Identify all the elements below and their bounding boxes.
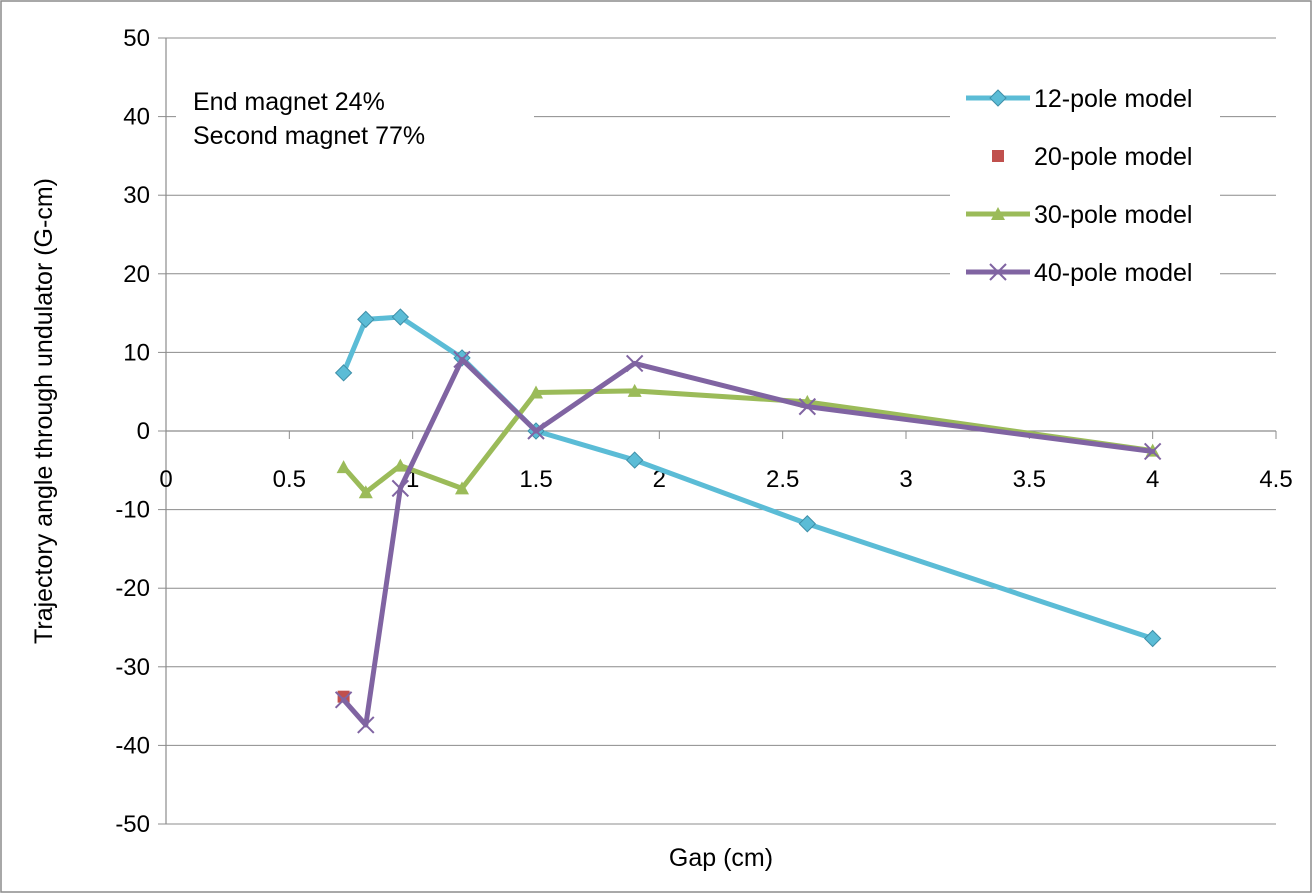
x-tick-label: 3 [899, 466, 912, 493]
x-tick-label: 2.5 [766, 466, 799, 493]
x-axis-title: Gap (cm) [669, 844, 773, 872]
y-axis-title: Trajectory angle through undulator (G-cm… [30, 178, 58, 644]
data-point [455, 481, 469, 495]
data-point [453, 350, 471, 369]
y-tick-label: -50 [115, 811, 150, 838]
y-tick-label: 10 [123, 339, 150, 366]
data-point-stroke [357, 716, 375, 734]
data-point [527, 422, 545, 440]
data-point [798, 515, 817, 533]
x-tick-label: 4.5 [1259, 466, 1292, 493]
data-point [393, 458, 408, 472]
legend-marker [989, 89, 1007, 107]
legend-label: 12-pole model [1034, 85, 1192, 113]
y-tick-label: 20 [123, 261, 150, 288]
data-point [625, 354, 644, 373]
legend-item: 12-pole model [966, 85, 1192, 113]
data-point [798, 397, 817, 416]
legend-label: 20-pole model [1034, 143, 1192, 171]
data-point [529, 385, 543, 399]
data-point [1143, 629, 1162, 648]
legend-item: 20-pole model [992, 143, 1192, 171]
data-point [391, 479, 410, 498]
data-point-stroke [334, 691, 353, 709]
y-tick-label: 50 [123, 25, 150, 52]
legend: 12-pole model 20-pole model 30-pole model 4… [950, 70, 1220, 298]
x-tick-label: 0 [159, 466, 172, 493]
y-tick-label: 0 [137, 418, 150, 445]
legend-label: 30-pole model [1034, 201, 1192, 229]
y-tick-label: -20 [115, 575, 150, 602]
data-point-stroke [1143, 442, 1162, 461]
legend-item: 40-pole model [966, 259, 1192, 287]
legend-marker [991, 207, 1005, 220]
x-tick-label: 0.5 [273, 466, 306, 493]
data-point [625, 451, 644, 469]
data-point-stroke [625, 354, 644, 373]
data-point [336, 460, 351, 474]
data-point [334, 364, 353, 382]
legend-marker [989, 263, 1007, 281]
data-point-stroke [391, 479, 410, 498]
data-point [357, 716, 375, 734]
y-tick-label: 40 [123, 104, 150, 131]
series-line [341, 356, 1156, 728]
data-point [627, 383, 642, 397]
legend-marker [992, 150, 1004, 162]
annotation-text: End magnet 24% [193, 88, 385, 116]
y-tick-label: -10 [115, 497, 150, 524]
legend-marker-stroke [989, 263, 1007, 281]
legend-box [950, 70, 1220, 298]
x-tick-label: 3.5 [1013, 466, 1046, 493]
legend-label: 40-pole model [1034, 259, 1192, 287]
data-point-stroke [527, 422, 545, 440]
data-point [334, 691, 353, 709]
y-tick-label: -40 [115, 732, 150, 759]
x-tick-label: 4 [1146, 466, 1159, 493]
x-tick-label: 1.5 [519, 466, 552, 493]
data-point [391, 308, 410, 326]
series-40-pole-model [334, 350, 1162, 734]
data-point [357, 310, 375, 329]
y-tick-label: -30 [115, 654, 150, 681]
data-point-stroke [453, 350, 471, 369]
annotation-box [176, 84, 534, 166]
data-point-stroke [798, 397, 817, 416]
y-tick-label: 30 [123, 182, 150, 209]
data-point [1143, 442, 1162, 461]
data-point [358, 485, 373, 499]
legend-item: 30-pole model [966, 201, 1192, 229]
annotation-text: Second magnet 77% [193, 122, 425, 150]
